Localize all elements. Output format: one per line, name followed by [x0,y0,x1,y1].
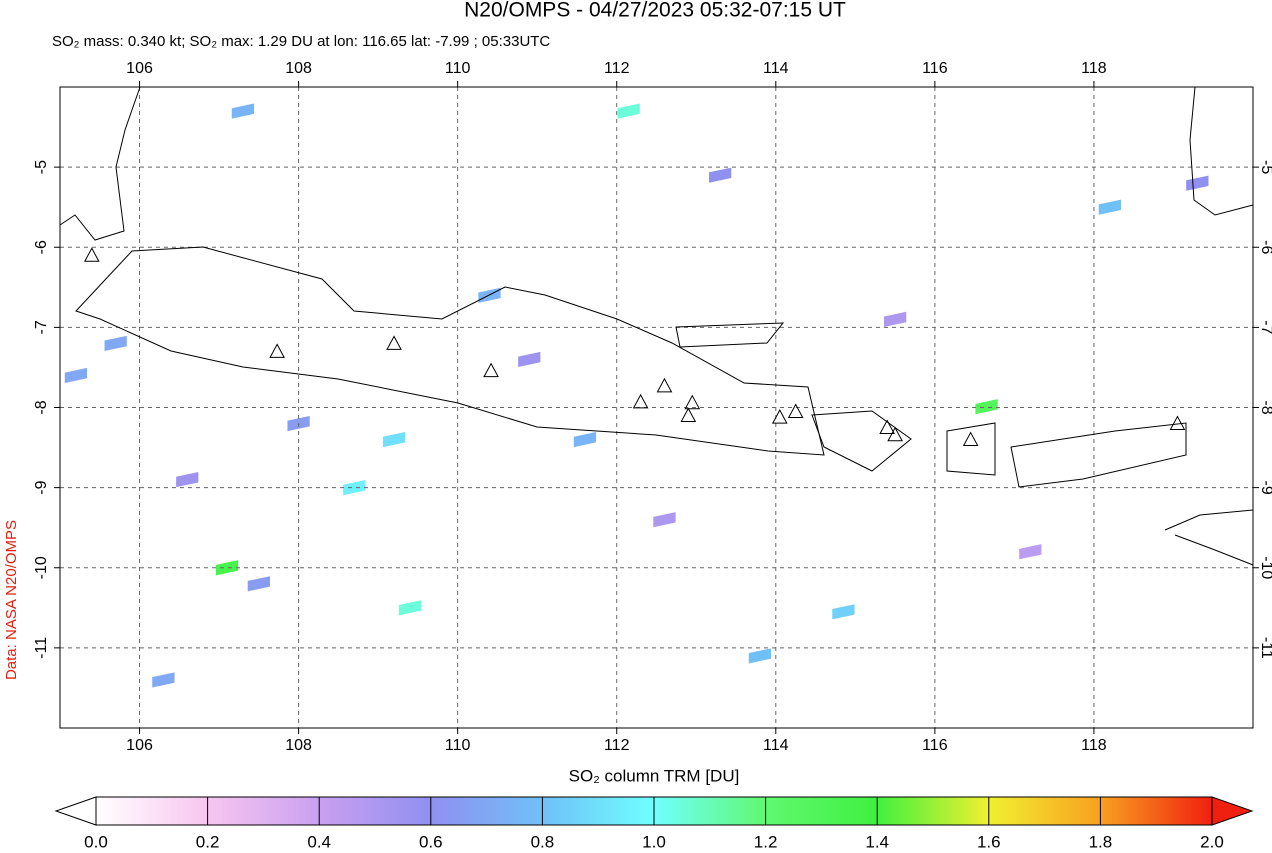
colorbar-tick-label: 1.8 [1089,832,1113,851]
colorbar-tick-label: 1.4 [865,832,889,851]
volcano [632,393,649,409]
x-tick-label: 110 [445,60,471,77]
volcano [879,419,895,435]
so2-pixel [247,576,270,592]
colorbar: SO₂ column TRM [DU] 0.0 0.2 0.4 0.6 0.8 1.0 1.… [54,766,1254,851]
madura-coast [675,322,785,348]
colorbar-under [54,796,97,826]
y-tick-label: -11 [1258,637,1272,659]
volcano [887,426,903,442]
colorbar-tick-label: 1.0 [642,832,666,851]
so2-pixel [573,431,597,448]
so2-pixel [176,472,199,488]
volcano [962,431,979,447]
y-tick-label: -9 [1258,481,1272,495]
so2-pixel [231,103,255,119]
colorbar-tick-label: 0.0 [84,832,108,851]
so2-pixel [1098,199,1121,215]
x-tick-label: 114 [763,737,789,754]
x-tick-label: 108 [285,60,312,77]
y-tick-label: -7 [33,320,50,334]
so2-pixel [518,351,541,367]
y-tick-label: -6 [33,240,50,254]
so2-pixel [708,167,732,183]
so2-pixel [152,672,175,688]
volcano [269,343,285,358]
sumba-coast [1164,509,1254,566]
so2-pixel [617,103,640,119]
volcano [656,377,673,393]
x-tick-label: 106 [126,60,153,77]
colorbar-tick-label: 1.6 [977,832,1001,851]
y-tick-label: -10 [33,556,50,579]
colorbar-tick-label: 0.4 [307,832,331,851]
y-tick-label: -7 [1258,320,1272,334]
java-coast [75,246,825,456]
so2-pixel [104,335,127,351]
so2-pixel [883,311,907,327]
y-tick-label: -6 [1258,240,1272,254]
volcano [83,247,100,262]
colorbar-tick-label: 1.2 [754,832,778,851]
volcano [771,409,788,424]
y-tick-label: -11 [33,637,50,659]
colorbar-tick-label: 0.6 [419,832,443,851]
so2-pixel [748,648,772,664]
y-tick-label: -9 [33,480,50,494]
bali-coast [811,410,912,472]
y-tick-label: -10 [1258,556,1272,579]
volcano [680,407,697,423]
credit: Data: NASA N20/OMPS [3,520,20,680]
so2-pixel [975,399,998,415]
volcano [684,394,701,410]
x-tick-label: 110 [445,737,471,754]
x-tick-label: 118 [1081,60,1107,77]
map-area [60,87,1253,728]
colorbar-over [1211,796,1254,826]
volcano [1169,415,1186,431]
volcano [483,362,499,378]
sumbawa-coast [1010,422,1187,488]
colorbar-tick-label: 2.0 [1200,832,1224,851]
so2-pixel [653,512,676,528]
lombok-coast [946,422,996,476]
y-tick-label: -8 [33,400,50,414]
so2-pixel [64,367,88,384]
sumatra-coast [59,86,141,241]
x-tick-label: 118 [1081,737,1107,754]
volcano [787,403,804,419]
so2-pixel [215,560,239,576]
colorbar-label: SO₂ column TRM [DU] [569,766,740,785]
so2-pixel [382,431,406,448]
so2-pixel [343,480,366,496]
y-tick-label: -8 [1258,400,1272,414]
x-tick-label: 106 [126,737,153,754]
y-tick-label: -5 [33,160,50,174]
title: N20/OMPS - 04/27/2023 05:32-07:15 UT [464,0,846,22]
so2-pixel [832,604,855,620]
sulawesi-coast [1189,86,1254,216]
x-tick-label: 116 [922,737,948,754]
y-tick-label: -5 [1258,160,1272,174]
x-tick-label: 116 [922,60,948,77]
so2-pixel [1019,544,1042,560]
x-tick-label: 108 [285,737,312,754]
subtitle: SO₂ mass: 0.340 kt; SO₂ max: 1.29 DU at … [52,33,550,50]
x-tick-label: 112 [604,60,630,77]
x-tick-label: 112 [604,737,630,754]
so2-pixel [398,600,422,616]
so2-pixel [1186,175,1209,191]
colorbar-tick-label: 0.8 [531,832,555,851]
x-tick-label: 114 [763,60,789,77]
volcano [386,335,402,350]
coastlines [59,86,1254,566]
colorbar-tick-label: 0.2 [196,832,220,851]
